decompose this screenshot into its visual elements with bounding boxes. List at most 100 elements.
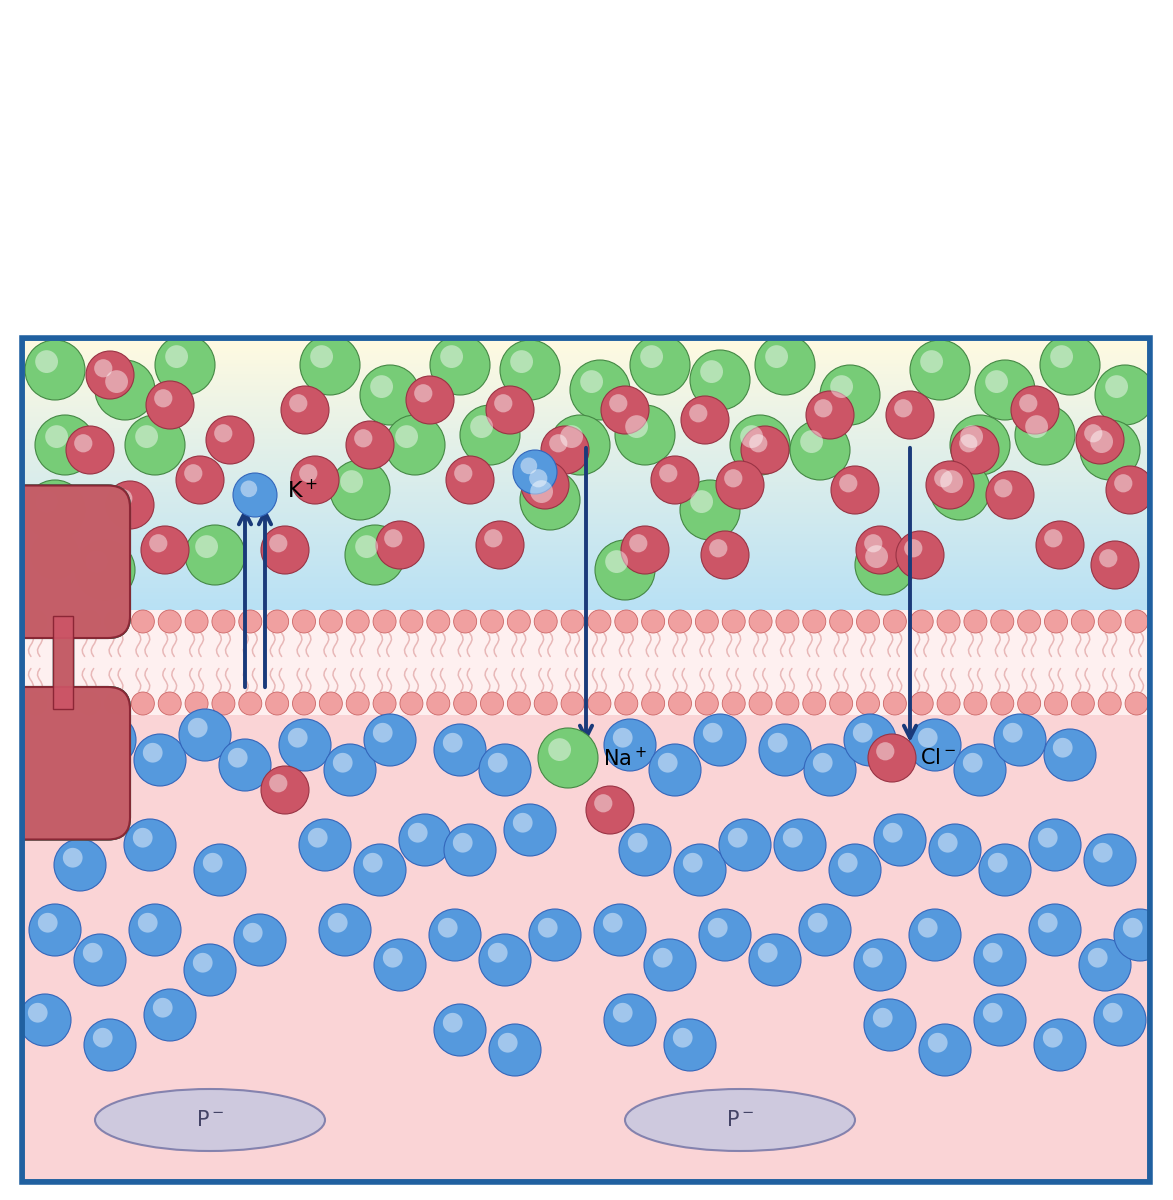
Circle shape — [701, 530, 750, 578]
Circle shape — [364, 714, 416, 766]
Circle shape — [446, 456, 494, 504]
Circle shape — [131, 610, 155, 634]
Circle shape — [680, 480, 740, 540]
Circle shape — [114, 490, 133, 508]
Circle shape — [730, 415, 789, 475]
Circle shape — [991, 610, 1013, 634]
Circle shape — [438, 918, 457, 937]
Circle shape — [853, 722, 873, 743]
Circle shape — [673, 1028, 692, 1048]
Circle shape — [838, 853, 857, 872]
Circle shape — [601, 386, 649, 434]
Circle shape — [484, 529, 502, 547]
Circle shape — [991, 692, 1013, 715]
Circle shape — [750, 934, 801, 986]
Circle shape — [806, 391, 854, 439]
Circle shape — [195, 535, 218, 558]
Circle shape — [215, 424, 232, 443]
Circle shape — [750, 692, 772, 715]
Circle shape — [964, 610, 986, 634]
Circle shape — [937, 692, 960, 715]
Circle shape — [1025, 415, 1047, 438]
Circle shape — [66, 426, 114, 474]
Circle shape — [500, 340, 560, 400]
Circle shape — [299, 818, 351, 871]
Circle shape — [856, 692, 880, 715]
Circle shape — [138, 913, 157, 932]
Circle shape — [609, 394, 628, 413]
Circle shape — [988, 853, 1008, 872]
Circle shape — [520, 470, 579, 530]
Circle shape — [427, 610, 449, 634]
Circle shape — [651, 456, 699, 504]
Circle shape — [699, 910, 751, 961]
Circle shape — [909, 719, 961, 770]
Text: K$^+$: K$^+$ — [274, 269, 311, 295]
Circle shape — [1090, 430, 1113, 452]
Circle shape — [951, 426, 999, 474]
Circle shape — [863, 948, 882, 967]
Circle shape — [486, 386, 534, 434]
Circle shape — [615, 692, 638, 715]
Circle shape — [243, 923, 263, 943]
Circle shape — [141, 526, 189, 574]
Circle shape — [77, 610, 101, 634]
Circle shape — [894, 400, 913, 418]
Circle shape — [510, 350, 533, 373]
Circle shape — [188, 718, 208, 738]
Circle shape — [960, 434, 977, 452]
Circle shape — [1098, 692, 1121, 715]
Circle shape — [400, 610, 423, 634]
Circle shape — [1080, 420, 1140, 480]
Circle shape — [94, 359, 113, 377]
Circle shape — [154, 389, 172, 408]
Circle shape — [406, 376, 454, 424]
Circle shape — [917, 728, 937, 748]
Circle shape — [1044, 529, 1063, 547]
Circle shape — [868, 734, 916, 782]
Circle shape — [400, 692, 423, 715]
Circle shape — [841, 187, 917, 263]
Circle shape — [820, 365, 880, 425]
Bar — [53, 616, 73, 709]
Circle shape — [774, 818, 826, 871]
Circle shape — [1029, 904, 1082, 956]
Circle shape — [876, 742, 894, 761]
Text: Cl$^-$: Cl$^-$ — [920, 748, 956, 768]
Bar — [22, 610, 1150, 715]
Circle shape — [1015, 404, 1074, 464]
Circle shape — [277, 109, 296, 127]
Circle shape — [910, 692, 934, 715]
Circle shape — [429, 910, 481, 961]
Circle shape — [158, 692, 181, 715]
Circle shape — [83, 943, 102, 962]
Circle shape — [504, 804, 556, 856]
Circle shape — [586, 786, 633, 834]
Text: Na$^+$: Na$^+$ — [603, 746, 647, 769]
Circle shape — [239, 692, 262, 715]
Circle shape — [659, 464, 677, 482]
Circle shape — [382, 948, 402, 967]
Circle shape — [690, 350, 750, 410]
Circle shape — [185, 610, 208, 634]
Circle shape — [374, 938, 426, 991]
Circle shape — [1103, 1003, 1123, 1022]
Circle shape — [330, 460, 389, 520]
Circle shape — [664, 1019, 716, 1070]
Circle shape — [954, 744, 1006, 796]
Circle shape — [561, 692, 584, 715]
Circle shape — [345, 526, 405, 584]
Circle shape — [886, 391, 934, 439]
Circle shape — [538, 728, 598, 788]
Circle shape — [928, 1033, 948, 1052]
Circle shape — [46, 425, 68, 448]
Circle shape — [883, 823, 902, 842]
Circle shape — [964, 692, 986, 715]
Circle shape — [28, 1003, 48, 1022]
Circle shape — [25, 480, 84, 540]
Circle shape — [434, 1004, 486, 1056]
Circle shape — [77, 692, 101, 715]
Circle shape — [324, 744, 377, 796]
Circle shape — [529, 469, 548, 487]
Circle shape — [319, 692, 343, 715]
